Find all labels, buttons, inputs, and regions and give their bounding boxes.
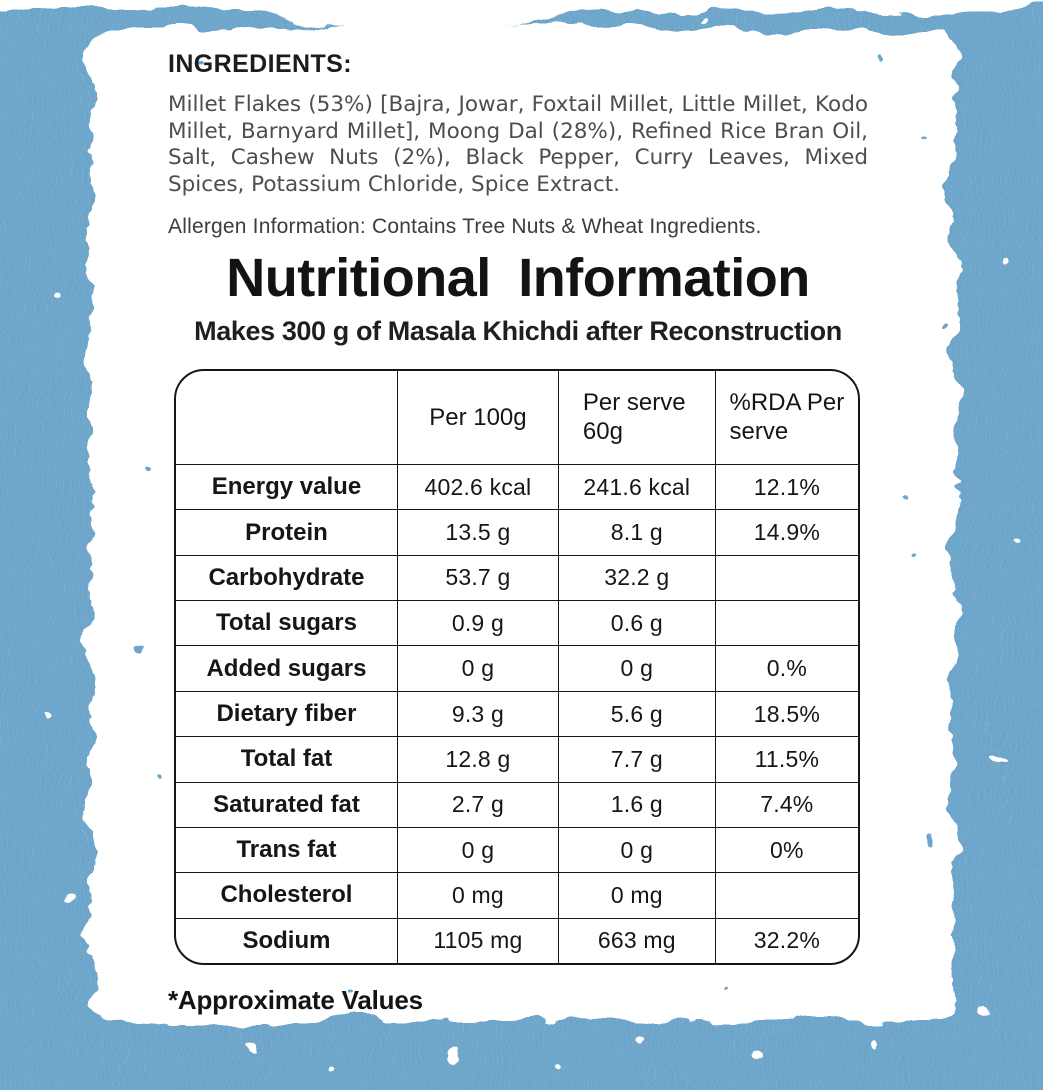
nutrition-table: Per 100g Per serve 60g %RDA Per serve En… <box>174 369 860 966</box>
nutrient-label-cell: Cholesterol <box>176 872 397 917</box>
col-header-per-100g: Per 100g <box>396 371 558 465</box>
per-serve-value-cell: 7.7 g <box>557 736 715 782</box>
nutrient-label-cell: Energy value <box>176 464 397 509</box>
nutrition-table-grid: Per 100g Per serve 60g %RDA Per serve En… <box>176 371 858 963</box>
approximate-values-note: *Approximate Values <box>168 985 423 1016</box>
rda-value-cell: 14.9% <box>714 509 858 555</box>
ingredients-heading: INGREDIENTS: <box>168 50 352 78</box>
rda-value-cell: 32.2% <box>714 917 858 963</box>
per-100g-value-cell: 0 g <box>396 645 558 691</box>
per-serve-value-cell: 0.6 g <box>557 600 715 646</box>
nutrient-label-cell: Total fat <box>176 736 397 781</box>
per-serve-value-cell: 663 mg <box>557 917 715 963</box>
per-serve-value-cell: 0 g <box>557 645 715 691</box>
rda-value-cell: 18.5% <box>714 690 858 737</box>
col-header-per-serve-lines: Per serve 60g <box>582 388 686 445</box>
per-serve-value-cell: 32.2 g <box>557 554 715 601</box>
per-100g-value-cell: 2.7 g <box>396 781 558 827</box>
rda-value-cell <box>714 554 858 601</box>
rda-value-cell: 0.% <box>714 645 858 691</box>
nutrient-label-cell: Protein <box>176 509 397 554</box>
table-corner-cell <box>176 371 397 464</box>
per-serve-value-cell: 0 g <box>557 826 715 873</box>
nutrient-label-cell: Added sugars <box>176 645 397 690</box>
col-header-rda-per-serve: %RDA Per serve <box>714 371 858 465</box>
col-header-per-serve: Per serve 60g <box>557 371 715 465</box>
nutrient-label-cell: Sodium <box>176 917 397 963</box>
col-header-rda-lines: %RDA Per serve <box>729 388 845 445</box>
per-100g-value-cell: 402.6 kcal <box>396 464 558 510</box>
col-header-per-100g-label: Per 100g <box>429 403 527 431</box>
content-area: INGREDIENTS: Millet Flakes (53%) [Bajra,… <box>168 38 868 1016</box>
per-100g-value-cell: 13.5 g <box>396 509 558 555</box>
rda-value-cell: 11.5% <box>714 736 858 782</box>
rda-value-cell <box>714 600 858 646</box>
per-100g-value-cell: 0.9 g <box>396 600 558 646</box>
per-100g-value-cell: 0 mg <box>396 872 558 918</box>
page-subtitle: Makes 300 g of Masala Khichdi after Reco… <box>194 316 842 347</box>
per-100g-value-cell: 1105 mg <box>396 917 558 963</box>
per-serve-value-cell: 0 mg <box>557 872 715 918</box>
nutrient-label-cell: Dietary fiber <box>176 690 397 736</box>
nutrient-label-cell: Trans fat <box>176 826 397 872</box>
per-serve-value-cell: 5.6 g <box>557 690 715 737</box>
rda-value-cell: 7.4% <box>714 781 858 827</box>
page-title: Nutritional Information <box>226 247 810 308</box>
nutrient-label-cell: Total sugars <box>176 600 397 645</box>
rda-value-cell: 12.1% <box>714 464 858 510</box>
per-100g-value-cell: 12.8 g <box>396 736 558 782</box>
rda-value-cell: 0% <box>714 826 858 873</box>
nutrient-label-cell: Carbohydrate <box>176 554 397 600</box>
per-100g-value-cell: 9.3 g <box>396 690 558 737</box>
rda-value-cell <box>714 872 858 918</box>
per-100g-value-cell: 0 g <box>396 826 558 873</box>
ingredients-text: Millet Flakes (53%) [Bajra, Jowar, Foxta… <box>168 92 868 197</box>
per-serve-value-cell: 8.1 g <box>557 509 715 555</box>
allergen-info: Allergen Information: Contains Tree Nuts… <box>168 214 762 238</box>
per-serve-value-cell: 241.6 kcal <box>557 464 715 510</box>
nutrient-label-cell: Saturated fat <box>176 781 397 827</box>
per-serve-value-cell: 1.6 g <box>557 781 715 827</box>
per-100g-value-cell: 53.7 g <box>396 554 558 601</box>
